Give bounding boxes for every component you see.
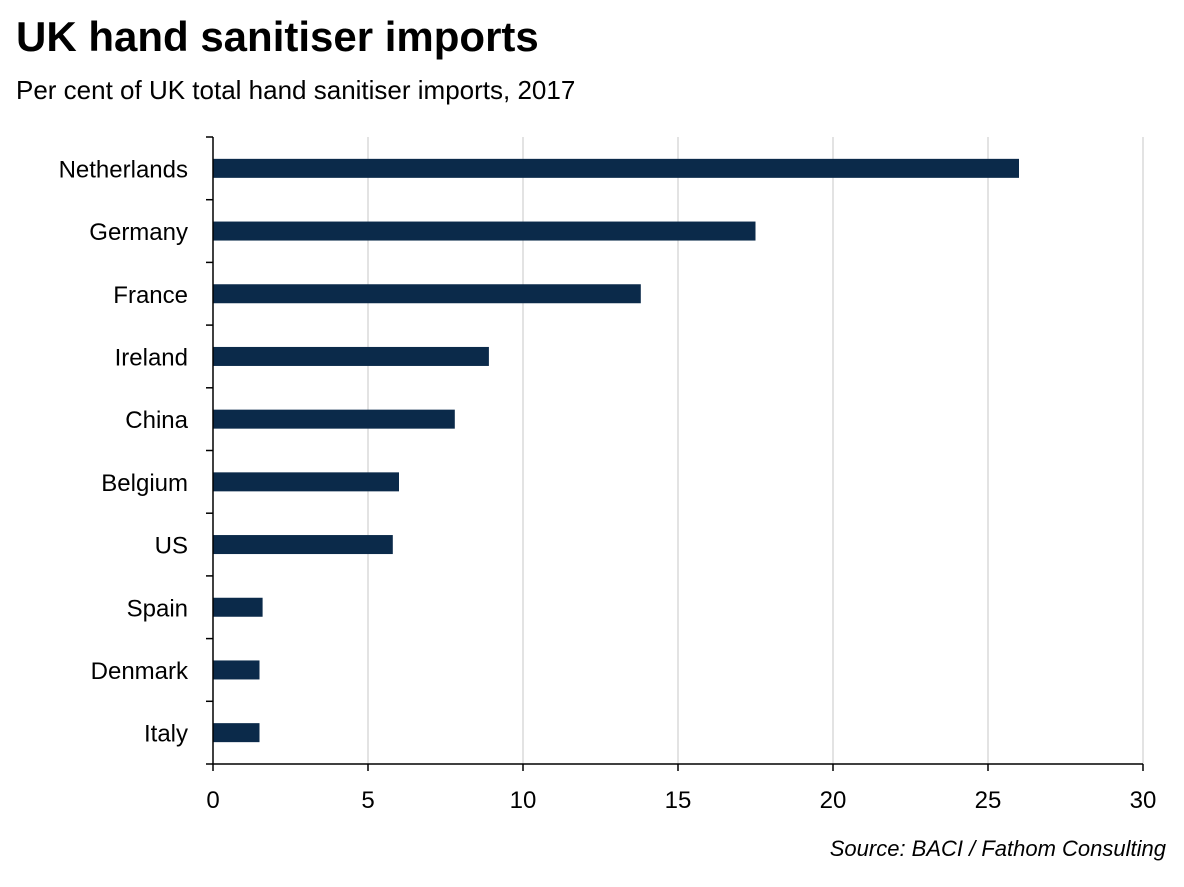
category-label: France <box>113 282 188 309</box>
bar <box>213 284 641 304</box>
bar <box>213 221 756 241</box>
bar <box>213 346 489 366</box>
x-tick-label: 15 <box>665 787 692 814</box>
x-tick-label: 30 <box>1130 787 1157 814</box>
x-tick-label: 5 <box>361 787 374 814</box>
category-label: Ireland <box>115 344 188 371</box>
axes <box>206 136 1144 771</box>
bar <box>213 597 263 617</box>
category-label: Spain <box>127 595 188 622</box>
category-label: Belgium <box>101 470 188 497</box>
x-tick-label: 0 <box>206 787 219 814</box>
bar <box>213 409 455 429</box>
chart-title: UK hand sanitiser imports <box>16 13 539 60</box>
bar <box>213 472 399 492</box>
x-tick-label: 10 <box>510 787 537 814</box>
bar <box>213 660 260 680</box>
x-tick-label: 20 <box>820 787 847 814</box>
bars <box>213 158 1019 743</box>
gridlines <box>367 137 1144 764</box>
bar <box>213 535 393 555</box>
category-label: Germany <box>89 219 188 246</box>
category-label: Denmark <box>91 658 189 685</box>
category-label: Netherlands <box>59 156 188 183</box>
category-label: China <box>125 407 188 434</box>
bar <box>213 158 1019 178</box>
axis-labels: Netherlands Germany France Ireland China Belg… <box>59 156 1157 814</box>
category-label: Italy <box>144 721 188 748</box>
x-tick-label: 25 <box>975 787 1002 814</box>
bar <box>213 723 260 743</box>
category-label: US <box>155 533 188 560</box>
chart-subtitle: Per cent of UK total hand sanitiser impo… <box>16 75 576 105</box>
source-note: Source: BACI / Fathom Consulting <box>829 836 1166 861</box>
